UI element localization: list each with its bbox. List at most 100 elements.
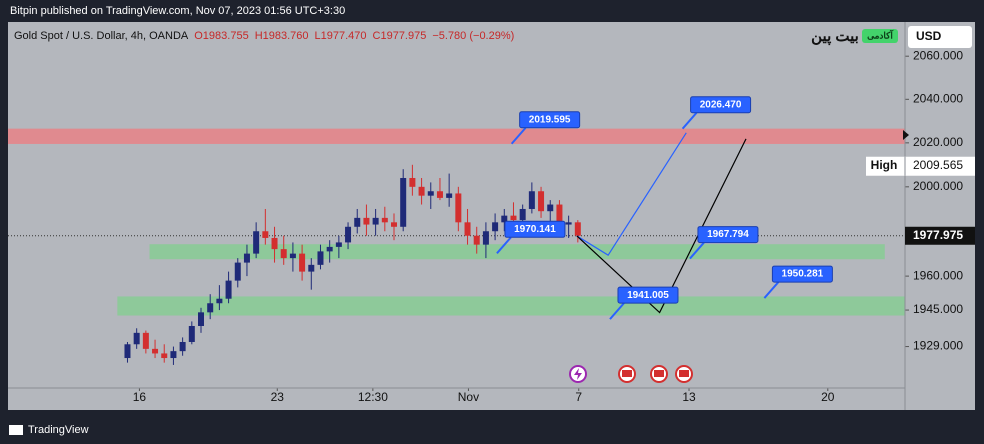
candle-body: [519, 208, 526, 221]
candle-body: [464, 222, 471, 236]
callout-box: [697, 226, 759, 244]
candle-body: [556, 204, 563, 225]
y-tick-label: 1929.000: [913, 339, 963, 353]
level-marker: [903, 130, 909, 140]
currency-box: [908, 26, 972, 48]
candle-body: [391, 222, 398, 227]
x-tick-label: 7: [575, 390, 582, 404]
chart-background: [8, 22, 975, 410]
current-price-tag: [905, 226, 975, 245]
y-tick-label: 2020.000: [913, 135, 963, 149]
candle-body: [528, 191, 535, 209]
ohlc-value: L1977.470: [315, 30, 367, 42]
callout-box: [690, 96, 752, 114]
y-tick-label: 2060.000: [913, 48, 963, 62]
candle-body: [345, 226, 352, 243]
callout-label: 1970.141: [514, 224, 556, 235]
candle-body: [198, 312, 205, 326]
callout-label: 2019.595: [529, 114, 571, 125]
ohlc-value: −5.780 (−0.29%): [432, 30, 514, 42]
ohlc-legend: Gold Spot / U.S. Dollar, 4h, OANDA O1983.…: [14, 30, 514, 42]
plot: 2019.595 2026.470 1970.141 1967.794 1950.281…: [8, 55, 909, 391]
candle-body: [335, 242, 342, 247]
candle-body: [225, 280, 232, 299]
candle-body: [482, 231, 489, 245]
callout-pointer: [496, 236, 512, 254]
callout-box: [617, 286, 679, 304]
candle-body: [243, 253, 250, 263]
candle-body: [299, 253, 306, 272]
callout-label: 2026.470: [700, 99, 742, 110]
callout-pointer: [681, 112, 698, 130]
event-flag: [654, 370, 664, 377]
logo: بیت پین: [811, 28, 859, 46]
badge: آکادمی: [867, 29, 894, 40]
y-tick-label: 2040.000: [913, 91, 963, 105]
zone: [8, 128, 905, 144]
candle-body: [574, 222, 581, 236]
candle-body: [354, 217, 361, 227]
badge-bg: [862, 29, 898, 43]
ohlc-value: C1977.975: [373, 30, 427, 42]
callout-label: 1941.005: [627, 290, 669, 301]
candle-body: [409, 177, 416, 187]
candle-body: [317, 251, 324, 265]
candle-body: [179, 341, 186, 352]
y-tick-label: 2000.000: [913, 179, 963, 193]
callout-label: 1967.794: [707, 229, 749, 240]
high-tag: [866, 156, 975, 176]
candle-body: [436, 191, 443, 198]
candle-body: [133, 332, 140, 345]
callout-box: [504, 220, 566, 238]
candle-body: [170, 351, 177, 359]
x-tick-label: 20: [821, 390, 835, 404]
x-tick-label: 16: [133, 390, 147, 404]
event-flag: [679, 370, 689, 377]
candle-body: [547, 204, 554, 212]
candle-body: [363, 217, 370, 225]
callout-box: [771, 265, 833, 283]
candle-body: [188, 325, 195, 342]
candle-body: [289, 253, 296, 259]
candle-body: [492, 222, 499, 232]
candle-body: [142, 332, 149, 349]
callout-pointer: [510, 127, 527, 145]
callout-pointer: [763, 281, 780, 299]
candle-body: [427, 191, 434, 196]
candle-body: [234, 262, 241, 281]
chart-title: Gold Spot / U.S. Dollar, 4h, OANDA: [14, 30, 189, 42]
y-tick-label: 1960.000: [913, 268, 963, 282]
candle-body: [207, 303, 214, 313]
event-flag: [622, 370, 632, 377]
callout-pointer: [689, 241, 705, 260]
callout-label: 1950.281: [782, 269, 824, 280]
publish-note: Bitpin published on TradingView.com, Nov…: [10, 5, 345, 17]
footer-logo: [9, 425, 23, 435]
candle-body: [565, 222, 572, 225]
candle-body: [501, 215, 508, 223]
candle-body: [381, 217, 388, 223]
currency: USD: [916, 29, 942, 43]
x-tick-label: Nov: [458, 390, 479, 404]
footer-brand: TradingView: [28, 424, 89, 436]
projection-line: [576, 132, 687, 257]
projection-line: [576, 138, 747, 314]
zone: [149, 244, 885, 260]
ohlc-value: H1983.760: [255, 30, 309, 42]
candle-body: [510, 215, 517, 221]
callout-box: [519, 111, 581, 129]
candle-body: [308, 264, 315, 272]
x-tick-label: 13: [682, 390, 696, 404]
x-tick-label: 12:30: [358, 390, 388, 404]
candle-body: [473, 235, 480, 245]
candle-body: [271, 237, 278, 250]
high-value: 2009.565: [913, 158, 963, 172]
candle-body: [400, 177, 407, 227]
ohlc-value: O1983.755: [194, 30, 248, 42]
candle-body: [538, 191, 545, 212]
candle-body: [124, 344, 131, 359]
candle-body: [161, 353, 168, 359]
candle-body: [280, 249, 287, 259]
zone: [117, 296, 906, 316]
